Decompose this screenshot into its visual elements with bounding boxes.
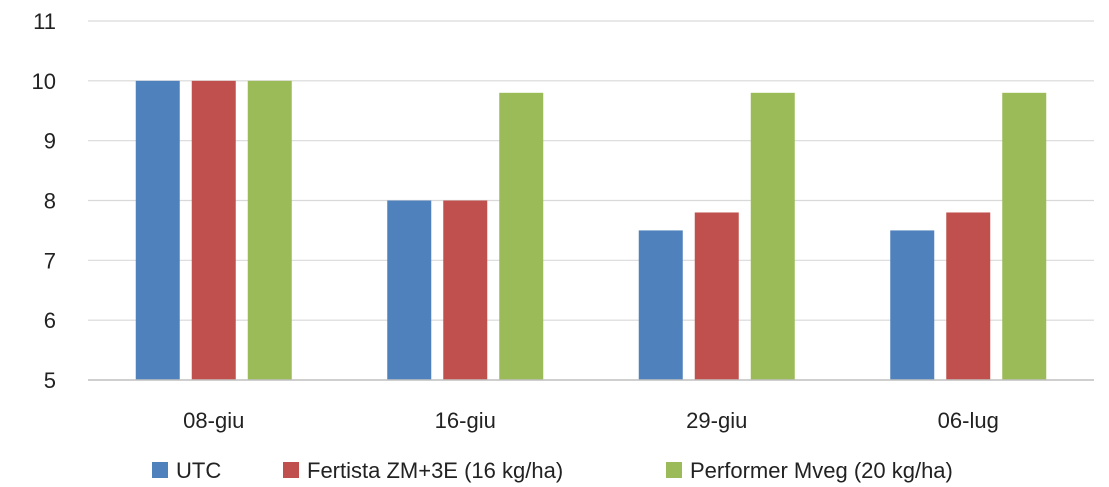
x-tick-label-08-giu: 08-giu bbox=[183, 408, 244, 433]
x-tick-label-16-giu: 16-giu bbox=[435, 408, 496, 433]
bar-fertista-zm-3e-16-kg-ha-29-giu bbox=[694, 212, 739, 380]
y-tick-label-5: 5 bbox=[44, 368, 56, 393]
y-tick-label-8: 8 bbox=[44, 189, 56, 214]
y-tick-label-6: 6 bbox=[44, 308, 56, 333]
gridlines bbox=[88, 20, 1094, 321]
y-tick-label-11: 11 bbox=[33, 9, 56, 34]
x-tick-label-29-giu: 29-giu bbox=[686, 408, 747, 433]
legend-label-utc: UTC bbox=[176, 458, 221, 483]
legend-swatch-fertista-zm-3e-16-kg-ha bbox=[283, 462, 299, 478]
legend-label-fertista-zm-3e-16-kg-ha: Fertista ZM+3E (16 kg/ha) bbox=[307, 458, 563, 483]
bar-utc-08-giu bbox=[135, 80, 180, 380]
bar-performer-mveg-20-kg-ha-29-giu bbox=[750, 92, 795, 381]
bar-performer-mveg-20-kg-ha-08-giu bbox=[247, 80, 292, 380]
y-axis: 5 6 7 8 9 10 11 bbox=[32, 9, 56, 393]
y-tick-label-9: 9 bbox=[44, 129, 56, 154]
bar-performer-mveg-20-kg-ha-06-lug bbox=[1002, 92, 1047, 381]
bar-fertista-zm-3e-16-kg-ha-16-giu bbox=[443, 200, 488, 380]
bar-utc-06-lug bbox=[890, 230, 935, 380]
legend-swatch-performer-mveg-20-kg-ha bbox=[666, 462, 682, 478]
legend-label-performer-mveg-20-kg-ha: Performer Mveg (20 kg/ha) bbox=[690, 458, 953, 483]
bar-fertista-zm-3e-16-kg-ha-06-lug bbox=[946, 212, 991, 380]
y-tick-label-7: 7 bbox=[44, 248, 56, 273]
x-axis: 08-giu 16-giu 29-giu 06-lug bbox=[88, 379, 1094, 433]
bar-utc-29-giu bbox=[638, 230, 683, 380]
x-tick-label-06-lug: 06-lug bbox=[938, 408, 999, 433]
bar-fertista-zm-3e-16-kg-ha-08-giu bbox=[191, 80, 236, 380]
bars bbox=[135, 80, 1047, 381]
y-tick-label-10: 10 bbox=[32, 69, 56, 94]
legend-swatch-utc bbox=[152, 462, 168, 478]
bar-performer-mveg-20-kg-ha-16-giu bbox=[499, 92, 544, 381]
bar-utc-16-giu bbox=[387, 200, 432, 380]
legend: UTC Fertista ZM+3E (16 kg/ha) Performer Mv… bbox=[152, 458, 953, 483]
